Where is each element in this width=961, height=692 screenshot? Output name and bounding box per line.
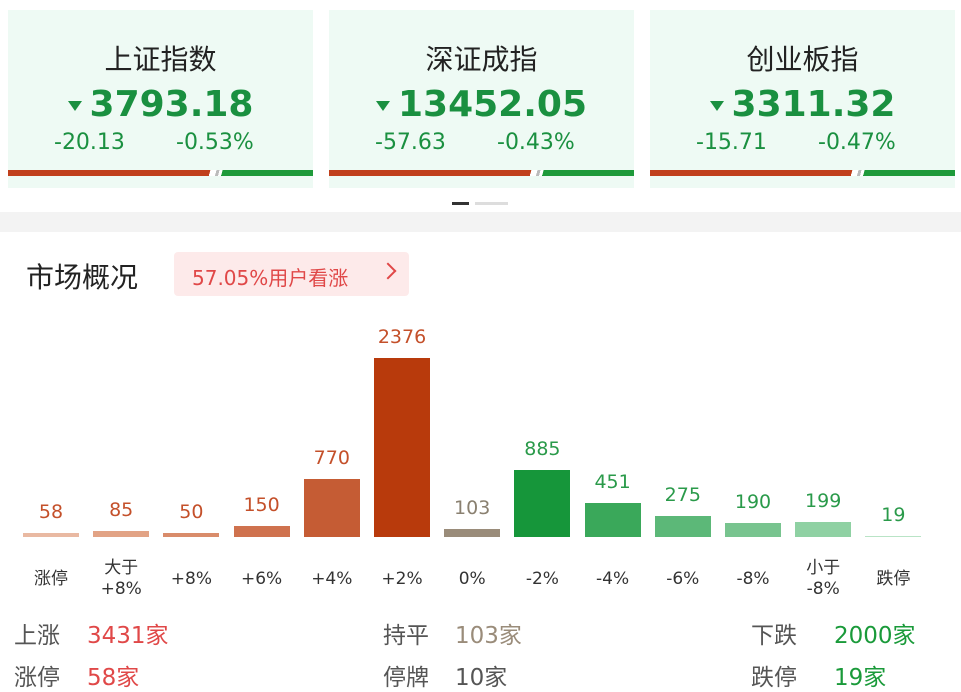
x-tick-label: +4% [311, 569, 353, 589]
bar [725, 522, 781, 537]
index-name: 深证成指 [425, 43, 538, 76]
index-percent: -0.47% [818, 130, 896, 155]
x-tick-label: -2% [525, 569, 559, 589]
separator [0, 212, 961, 232]
index-value: 3311.32 [650, 84, 955, 125]
value-label: 199 [805, 490, 842, 512]
x-tick-label: +2% [381, 569, 423, 589]
index-card[interactable]: 上证指数 3793.18 -20.13 -0.53% [8, 10, 313, 188]
bar [233, 525, 290, 537]
section-title: 市场概况 [26, 261, 139, 294]
x-tick-label: 跌停 [876, 569, 911, 589]
value-label: 58 [38, 500, 64, 523]
value-label: 451 [594, 471, 631, 494]
summary-label: 跌停 [751, 665, 797, 691]
bar [584, 503, 641, 537]
value-label: 275 [664, 484, 701, 507]
summary-value: 103家 [455, 623, 522, 649]
x-tick-label: -8% [736, 569, 770, 589]
summary-label: 停牌 [383, 665, 429, 691]
index-percent: -0.53% [176, 130, 254, 155]
index-value: 13452.05 [329, 84, 634, 125]
badge-arrow [379, 262, 397, 280]
x-tick-label: 小于 -8% [806, 558, 841, 599]
bar [514, 470, 571, 537]
summary-label: 持平 [383, 623, 429, 649]
bar [654, 516, 711, 537]
index-card[interactable]: 深证成指 13452.05 -57.63 -0.43% [329, 10, 634, 188]
badge-text: 57.05%用户看涨 [192, 266, 349, 290]
value-label: 885 [524, 438, 561, 461]
summary-value: 3431家 [87, 623, 169, 649]
index-card[interactable]: 创业板指 3311.32 -15.71 -0.47% [650, 10, 955, 188]
bar [374, 358, 430, 537]
x-tick-label: +6% [240, 569, 283, 589]
index-value: 3793.18 [8, 84, 313, 125]
index-name: 创业板指 [746, 43, 859, 76]
ratio-bar [329, 170, 634, 176]
value-label: 103 [454, 497, 491, 520]
value-label: 770 [313, 446, 350, 469]
x-tick-label: 大于 +8% [100, 558, 142, 599]
summary-value: 19家 [834, 665, 887, 691]
sentiment-badge[interactable]: 57.05%用户看涨 [174, 252, 409, 296]
value-label: 19 [881, 503, 906, 526]
summary-label: 上涨 [14, 623, 60, 649]
index-percent: -0.43% [497, 130, 575, 155]
x-tick-label: +8% [170, 569, 212, 589]
summary-value: 10家 [455, 665, 508, 691]
bar [795, 522, 852, 537]
value-label: 190 [734, 490, 772, 513]
value-label: 85 [109, 498, 134, 521]
value-label: 50 [179, 501, 204, 524]
bar [444, 529, 501, 537]
page-dot [475, 202, 508, 205]
x-tick-label: 0% [458, 569, 486, 589]
ratio-bar [650, 170, 955, 176]
bar [865, 535, 922, 537]
x-tick-label: -6% [666, 569, 700, 589]
value-label: 2376 [377, 326, 427, 348]
index-change: -57.63 [375, 130, 446, 155]
index-change: -15.71 [696, 130, 767, 155]
x-tick-label: 涨停 [34, 569, 68, 589]
page-dot-active [452, 202, 469, 205]
summary-value: 58家 [87, 665, 140, 691]
ratio-bar [8, 170, 313, 176]
summary-label: 下跌 [751, 623, 797, 649]
summary-value: 2000家 [834, 623, 916, 649]
index-change: -20.13 [54, 130, 125, 155]
bar [303, 478, 360, 537]
value-label: 150 [243, 493, 280, 516]
summary-label: 涨停 [14, 665, 60, 691]
bar [23, 532, 79, 537]
bar [93, 530, 150, 537]
x-tick-label: -4% [596, 569, 630, 589]
index-name: 上证指数 [104, 43, 217, 76]
bar [163, 533, 220, 537]
